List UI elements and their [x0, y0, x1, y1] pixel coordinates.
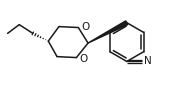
Text: O: O	[81, 22, 90, 32]
Text: O: O	[79, 54, 88, 64]
Text: N: N	[144, 56, 151, 66]
Polygon shape	[88, 21, 128, 43]
